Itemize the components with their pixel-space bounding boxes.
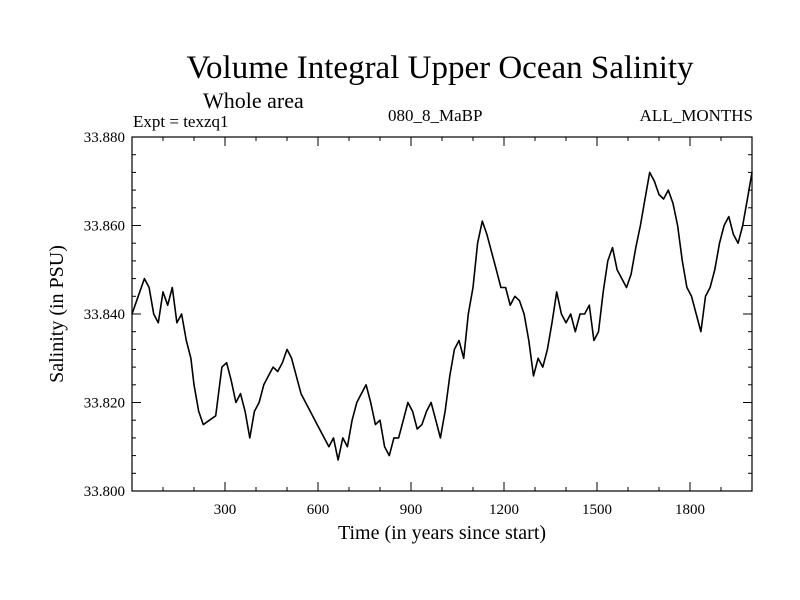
chart-subtitle: Whole area bbox=[203, 88, 304, 113]
x-tick-label: 1500 bbox=[582, 502, 612, 518]
axis-ticks bbox=[132, 136, 752, 492]
x-tick-label: 1200 bbox=[489, 502, 519, 518]
x-tick-labels: 300 600 900 1200 1500 1800 bbox=[214, 502, 705, 518]
x-tick-label: 900 bbox=[400, 502, 423, 518]
y-tick-label: 33.840 bbox=[84, 307, 125, 323]
salinity-series-line bbox=[131, 171, 753, 461]
experiment-label: Expt = texzq1 bbox=[133, 112, 229, 131]
y-tick-label: 33.880 bbox=[84, 130, 125, 146]
x-axis-label: Time (in years since start) bbox=[338, 522, 546, 544]
chart-title: Volume Integral Upper Ocean Salinity bbox=[186, 50, 694, 86]
plot-frame bbox=[131, 136, 753, 492]
x-tick-label: 300 bbox=[214, 502, 237, 518]
period-label: 080_8_MaBP bbox=[388, 106, 483, 125]
y-tick-label: 33.860 bbox=[84, 219, 125, 235]
months-label: ALL_MONTHS bbox=[639, 106, 753, 125]
y-tick-label: 33.820 bbox=[84, 396, 125, 412]
y-axis-label: Salinity (in PSU) bbox=[46, 245, 68, 383]
y-tick-labels: 33.800 33.820 33.840 33.860 33.880 bbox=[84, 130, 125, 500]
y-tick-label: 33.800 bbox=[84, 484, 125, 500]
x-tick-label: 600 bbox=[307, 502, 330, 518]
x-tick-label: 1800 bbox=[675, 502, 705, 518]
